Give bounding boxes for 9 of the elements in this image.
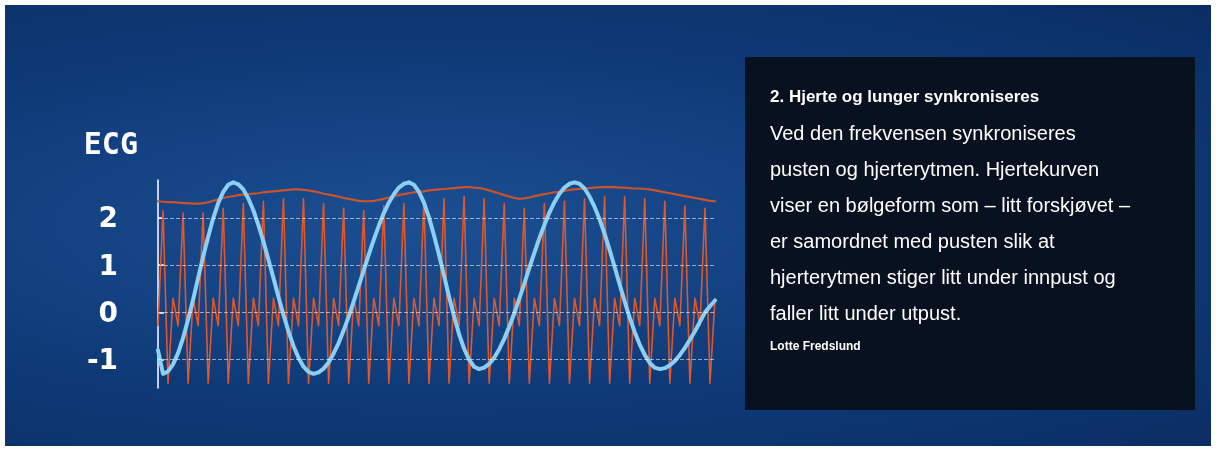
- text: Ved den frekvensen synkroniseres pusten og hjerterytmen. Hjertekurven viser en bølgeform som – litt forskjøvet – er samordnet med pusten slik at hjerterytmen stiger litt under innpust og faller litt under utpust.: [770, 121, 1132, 326]
- line-series: [156, 185, 717, 205]
- y-tick-label: 0: [98, 295, 118, 329]
- text: Lotte Fredslund: [770, 339, 862, 353]
- y-axis-title: ECG: [83, 125, 138, 161]
- y-tick-label: 2: [98, 201, 118, 235]
- text: 2. Hjerte og lunger synkroniseres: [770, 87, 1041, 107]
- y-tick-label: 1: [98, 248, 118, 282]
- y-tick-label: -1: [86, 343, 118, 377]
